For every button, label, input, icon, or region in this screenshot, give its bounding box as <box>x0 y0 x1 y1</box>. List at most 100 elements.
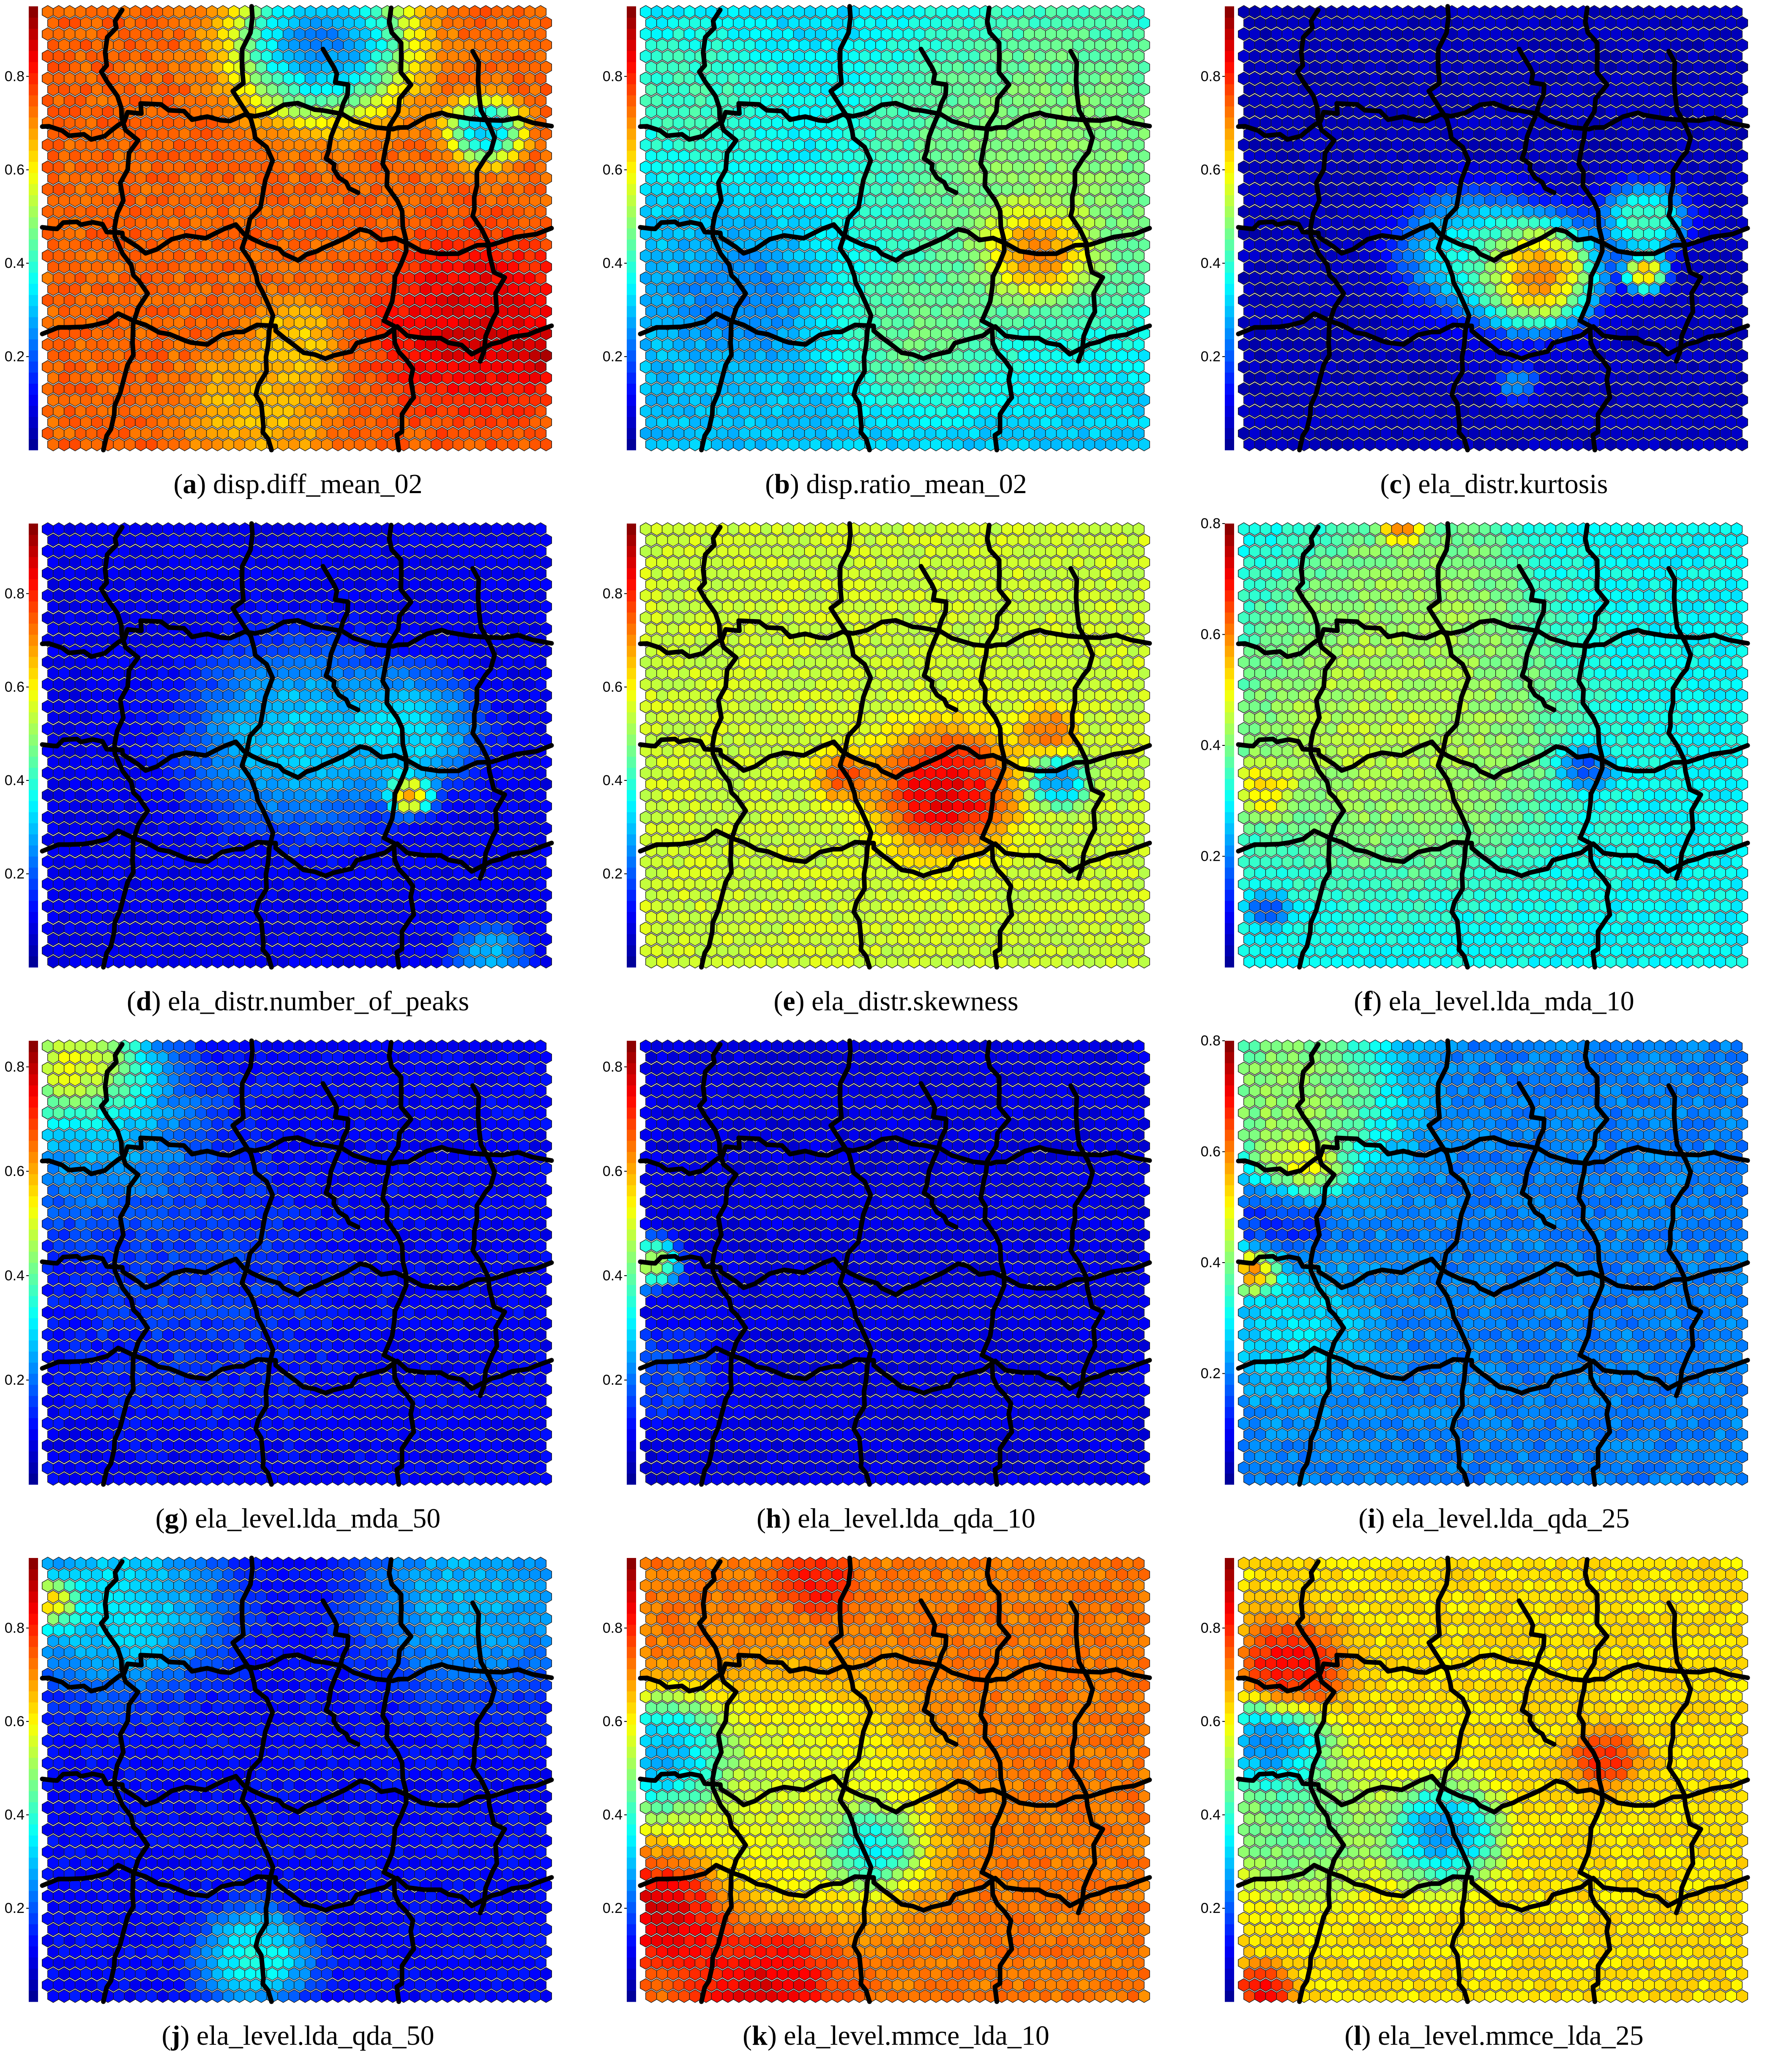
som-cell <box>909 416 920 429</box>
som-cell <box>662 272 673 285</box>
som-cell <box>985 371 997 385</box>
som-cell <box>70 61 81 74</box>
som-cell <box>1073 16 1084 30</box>
som-cell <box>1463 261 1474 274</box>
som-cell <box>985 61 997 74</box>
som-cell <box>805 72 816 85</box>
som-cell <box>91 327 102 340</box>
som-cell <box>711 261 722 274</box>
som-cell <box>239 161 250 174</box>
som-cell <box>97 294 108 307</box>
colorbar-segment <box>1225 95 1234 106</box>
som-cell <box>673 72 684 85</box>
som-cell <box>59 194 70 207</box>
som-cell <box>1737 172 1748 185</box>
som-cell <box>766 283 777 296</box>
som-cell <box>909 150 920 163</box>
som-cell <box>212 371 223 385</box>
som-cell <box>1452 39 1463 52</box>
som-cell <box>338 316 349 329</box>
som-cell <box>1424 27 1435 41</box>
som-cell <box>761 161 772 174</box>
som-cell <box>86 5 97 19</box>
som-cell <box>1051 16 1062 30</box>
som-map-a: 0.20.40.60.8 <box>0 0 596 461</box>
som-cell <box>239 205 250 218</box>
som-cell <box>1106 349 1117 363</box>
som-cell <box>684 227 695 240</box>
som-cell <box>739 139 750 152</box>
som-cell <box>947 161 958 174</box>
som-cell <box>152 27 163 41</box>
som-cell <box>146 39 158 52</box>
som-cell <box>695 205 706 218</box>
som-cell <box>1381 27 1392 41</box>
som-cell <box>1057 139 1068 152</box>
som-cell <box>854 39 865 52</box>
som-cell <box>305 50 316 63</box>
som-cell <box>805 360 816 374</box>
som-cell <box>1024 94 1035 107</box>
som-cell <box>1660 61 1671 74</box>
som-cell <box>1117 61 1128 74</box>
som-cell <box>1698 5 1710 19</box>
som-cell <box>958 183 969 196</box>
som-cell <box>1122 139 1133 152</box>
som-cell <box>196 360 207 374</box>
som-cell <box>1100 5 1112 19</box>
som-cell <box>1392 139 1403 152</box>
som-cell <box>755 194 767 207</box>
som-cell <box>267 39 278 52</box>
som-cell <box>1419 261 1430 274</box>
som-cell <box>278 349 289 363</box>
som-cell <box>1287 83 1298 96</box>
som-cell <box>1051 194 1062 207</box>
som-cell <box>733 416 744 429</box>
som-cell <box>343 61 354 74</box>
som-cell <box>1545 205 1556 218</box>
som-cell <box>1035 5 1046 19</box>
som-cell <box>898 327 909 340</box>
som-cell <box>1501 116 1512 129</box>
som-cell <box>744 172 756 185</box>
som-cell <box>333 438 344 451</box>
som-cell <box>97 405 108 418</box>
som-cell <box>513 427 524 440</box>
som-cell <box>1463 39 1474 52</box>
som-cell <box>1594 150 1606 163</box>
som-cell <box>750 139 761 152</box>
som-cell <box>1084 194 1095 207</box>
som-cell <box>201 39 212 52</box>
som-cell <box>486 39 497 52</box>
som-cell <box>1419 238 1430 251</box>
som-cell <box>909 61 920 74</box>
som-cell <box>152 294 163 307</box>
som-cell <box>783 139 794 152</box>
colorbar-segment <box>29 162 38 173</box>
som-cell <box>409 349 420 363</box>
som-cell <box>1726 172 1737 185</box>
colorbar-segment <box>1225 428 1234 439</box>
som-cell <box>163 316 174 329</box>
som-cell <box>1550 16 1561 30</box>
som-cell <box>283 427 295 440</box>
som-cell <box>815 272 826 285</box>
som-cell <box>1304 272 1315 285</box>
som-cell <box>333 416 344 429</box>
som-cell <box>1370 50 1381 63</box>
som-cell <box>453 327 464 340</box>
som-cell <box>640 161 652 174</box>
som-cell <box>1122 427 1133 440</box>
som-cell <box>772 205 783 218</box>
colorbar-segment <box>627 295 636 306</box>
som-cell <box>448 50 459 63</box>
som-cell <box>1413 272 1424 285</box>
som-cell <box>1282 161 1293 174</box>
som-cell <box>794 316 805 329</box>
som-cell <box>826 50 837 63</box>
som-cell <box>1485 194 1496 207</box>
som-cell <box>1100 94 1112 107</box>
som-cell <box>1649 238 1660 251</box>
som-cell <box>1463 83 1474 96</box>
som-cell <box>689 349 700 363</box>
